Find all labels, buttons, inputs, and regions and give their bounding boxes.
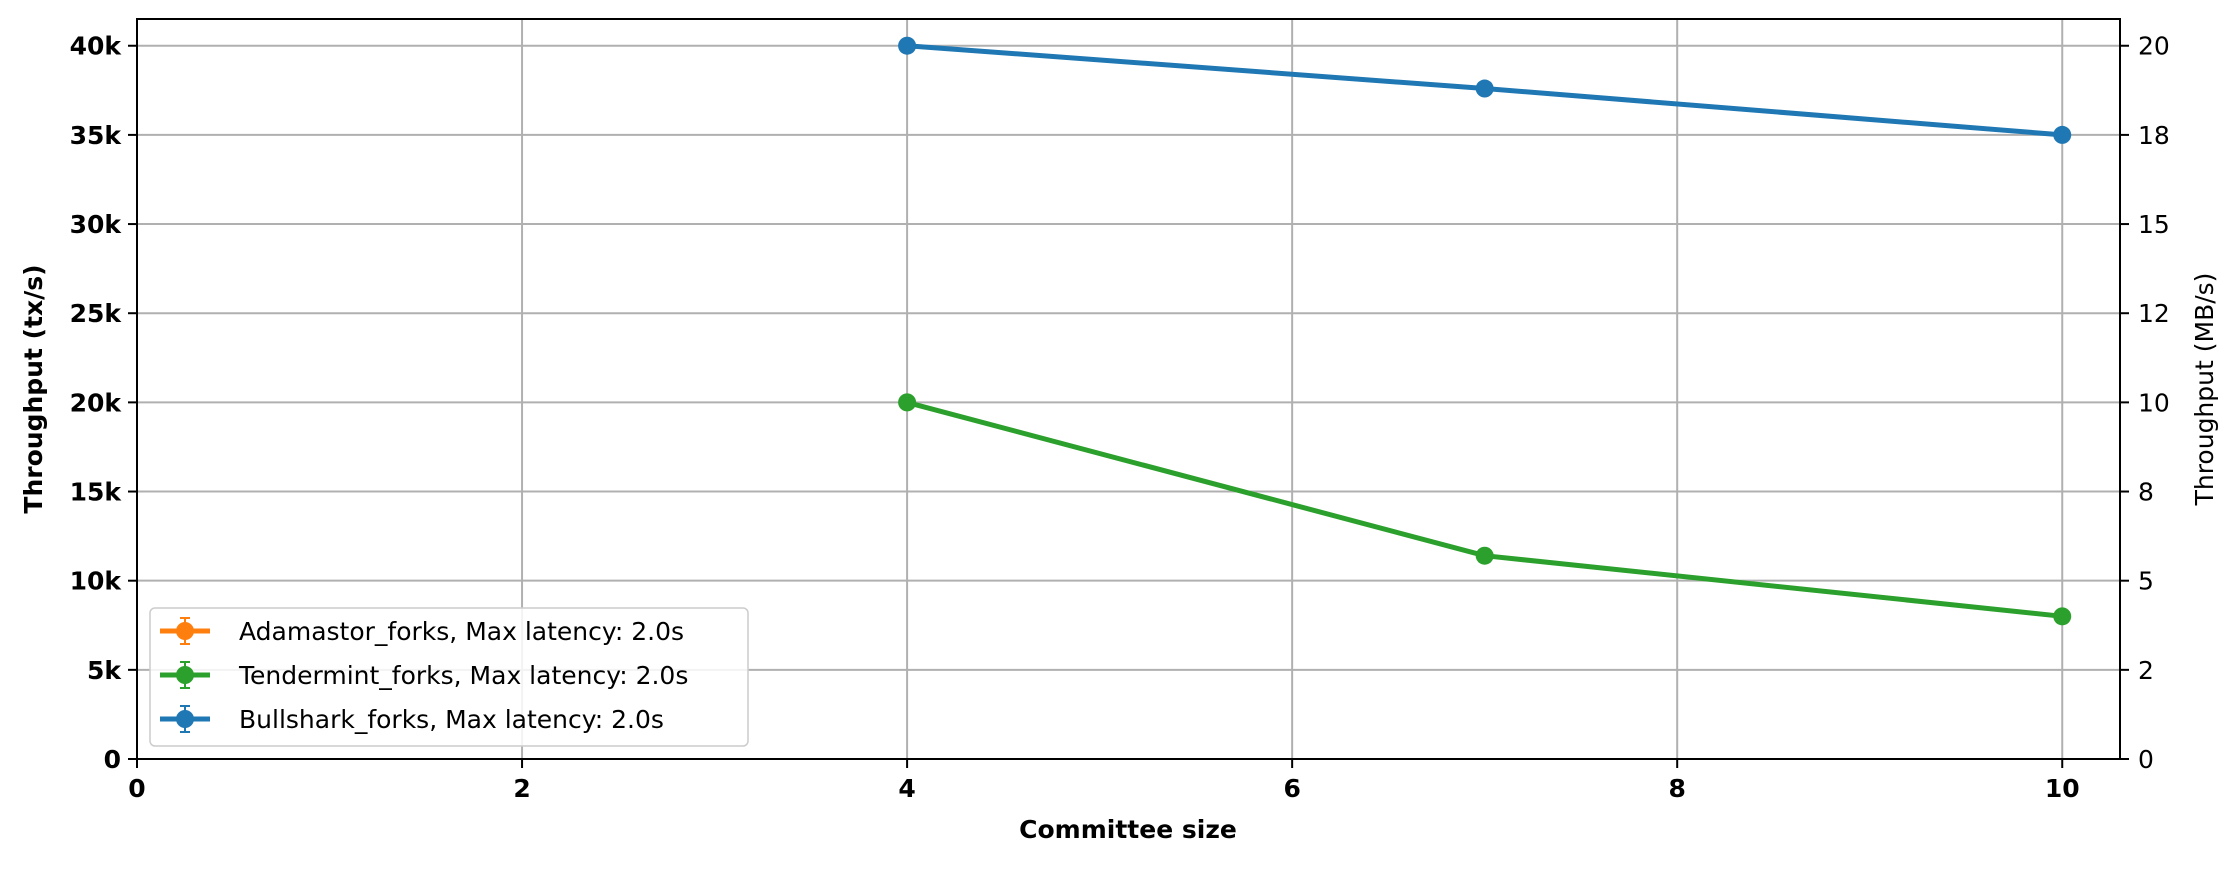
data-point (1475, 79, 1494, 98)
x-tick-label: 4 (898, 774, 915, 803)
data-point (2053, 607, 2072, 626)
y-right-tick-label: 5 (2138, 567, 2154, 596)
y-right-tick-label: 20 (2138, 32, 2170, 61)
y-left-tick-label: 40k (70, 32, 123, 61)
y-right-tick-label: 0 (2138, 745, 2154, 774)
y-axis-label-left: Throughput (tx/s) (19, 264, 48, 513)
y-right-tick-label: 10 (2138, 388, 2170, 417)
y-left-tick-label: 30k (70, 210, 123, 239)
legend-marker (176, 666, 194, 684)
y-left-tick-label: 15k (70, 478, 123, 507)
series-line (906, 399, 2063, 619)
data-point (2053, 125, 2072, 144)
legend: Adamastor_forks, Max latency: 2.0s Tender… (149, 607, 749, 747)
y-right-tick-label: 8 (2138, 478, 2154, 507)
y-axis-label-right: Throughput (MB/s) (2190, 273, 2219, 507)
y-right-tick-label: 18 (2138, 121, 2170, 150)
x-tick-label: 2 (513, 774, 530, 803)
legend-label: Tendermint_forks, Max latency: 2.0s (238, 661, 688, 690)
y-left-tick-label: 20k (70, 388, 123, 417)
legend-label: Adamastor_forks, Max latency: 2.0s (239, 617, 684, 646)
legend-marker (176, 622, 194, 640)
axis-ticks: 0 2 4 6 8 10 0 5k 10k 15k 20k 25k 30k 35k 40k 0 2 5 8 10 12 1… (70, 32, 2170, 803)
x-axis-label: Committee size (1019, 815, 1237, 844)
y-left-tick-label: 5k (87, 656, 122, 685)
x-tick-label: 6 (1283, 774, 1300, 803)
plot-frame (136, 18, 2121, 760)
legend-entries: Adamastor_forks, Max latency: 2.0s Tender… (160, 617, 688, 734)
x-tick-label: 0 (128, 774, 145, 803)
data-point (898, 36, 917, 55)
y-left-tick-label: 10k (70, 567, 123, 596)
y-left-tick-label: 0 (104, 745, 121, 774)
y-right-tick-label: 2 (2138, 656, 2154, 685)
y-right-tick-label: 12 (2138, 299, 2170, 328)
legend-marker (176, 710, 194, 728)
y-left-tick-label: 35k (70, 121, 123, 150)
x-tick-label: 8 (1668, 774, 1685, 803)
y-left-tick-label: 25k (70, 299, 123, 328)
data-series (898, 36, 2072, 626)
data-point (1475, 546, 1494, 565)
y-right-tick-label: 15 (2138, 210, 2170, 239)
x-tick-label: 10 (2045, 774, 2080, 803)
data-point (898, 393, 917, 412)
legend-label: Bullshark_forks, Max latency: 2.0s (239, 705, 664, 734)
legend-box (149, 607, 749, 747)
